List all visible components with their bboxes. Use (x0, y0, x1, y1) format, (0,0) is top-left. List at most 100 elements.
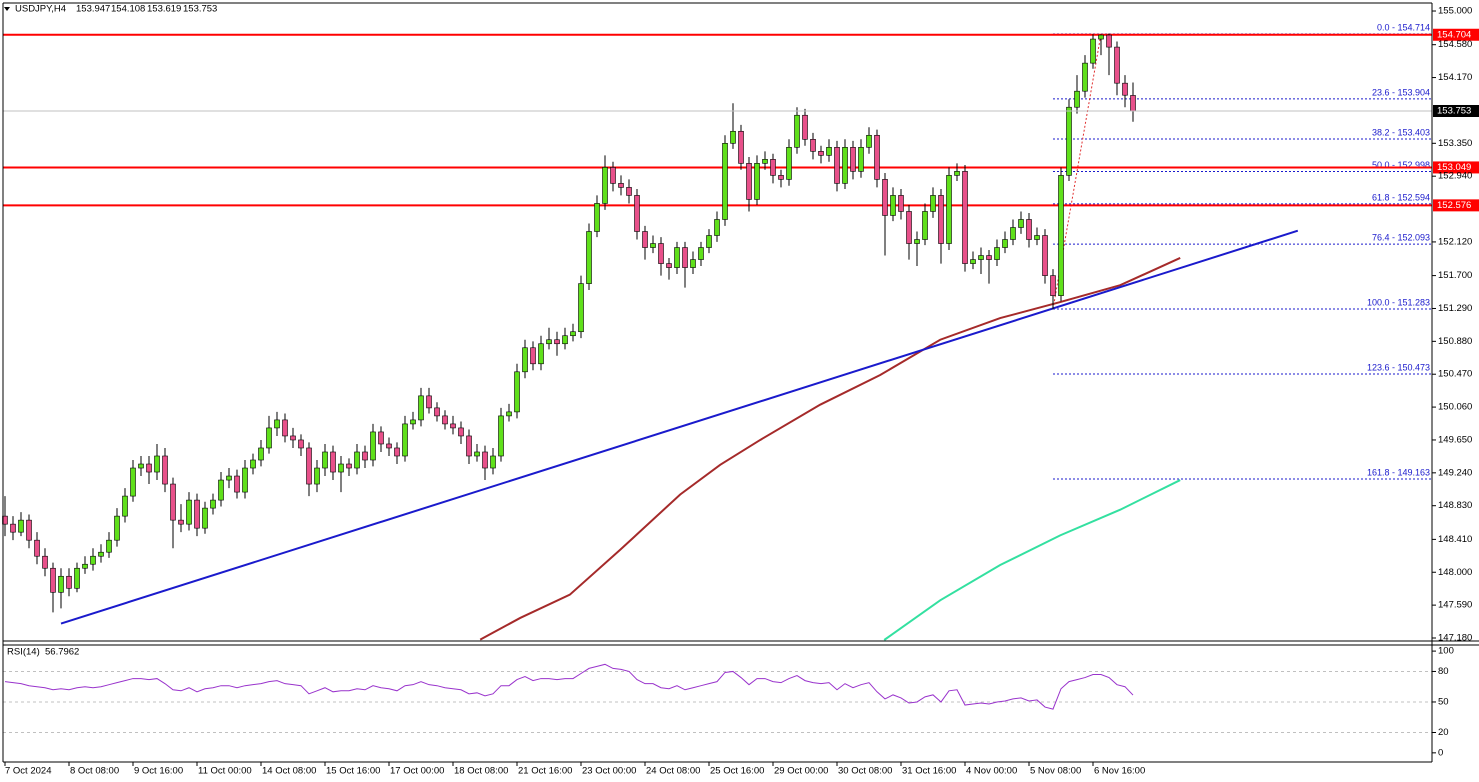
x-tick-label: 17 Oct 00:00 (390, 766, 444, 777)
candle-body (1114, 46, 1120, 84)
candle-body (290, 435, 296, 441)
x-tick-label: 4 Nov 00:00 (966, 766, 1017, 777)
y-tick-label: 147.590 (1438, 600, 1472, 611)
candle-body (114, 515, 120, 541)
candle-body (122, 495, 128, 517)
candle-body (362, 451, 368, 461)
candle-body (50, 567, 56, 593)
candle-body (970, 259, 976, 264)
price-tag (1433, 104, 1479, 117)
candle-body (658, 243, 664, 264)
candle-body (866, 134, 872, 148)
candle-body (282, 419, 288, 437)
fib-label: 0.0 - 154.714 (1377, 22, 1430, 32)
candle-body (466, 435, 472, 457)
candle-body (218, 479, 224, 501)
y-tick-label: 155.000 (1438, 6, 1472, 17)
price-label: 153.753 (1437, 106, 1471, 117)
candle-body (674, 247, 680, 268)
candle-body (178, 519, 184, 525)
candle-body (874, 134, 880, 180)
fib-label: 50.0 - 152.998 (1372, 160, 1430, 170)
candle-body (1122, 82, 1128, 96)
candle-body (1074, 90, 1080, 108)
candle-body (26, 519, 32, 541)
x-tick-label: 23 Oct 00:00 (582, 766, 636, 777)
candle-body (698, 247, 704, 260)
candle-body (706, 235, 712, 248)
y-tick-label: 153.350 (1438, 138, 1472, 149)
fib-label: 23.6 - 153.904 (1372, 87, 1430, 97)
x-tick-label: 5 Nov 08:00 (1030, 766, 1081, 777)
fib-label: 161.8 - 149.163 (1367, 467, 1430, 477)
rsi-line (4, 663, 1134, 710)
candle-body (1018, 219, 1024, 228)
candle-body (842, 147, 848, 184)
candle-body (986, 255, 992, 260)
level-tag (1433, 199, 1479, 212)
candle-body (786, 147, 792, 180)
level-label: 153.049 (1437, 162, 1471, 173)
candle-body (858, 147, 864, 172)
y-tick-label: 149.650 (1438, 434, 1472, 445)
level-label: 152.576 (1437, 200, 1471, 211)
x-tick-label: 6 Nov 16:00 (1094, 766, 1145, 777)
candle-body (530, 347, 536, 365)
candle-body (1130, 95, 1136, 112)
candle-body (682, 247, 688, 268)
x-tick-label: 9 Oct 16:00 (134, 766, 183, 777)
candle-body (618, 183, 624, 188)
candle-body (594, 203, 600, 232)
rsi-tick-label: 80 (1438, 666, 1449, 677)
candle-body (650, 243, 656, 248)
rsi-tick-label: 50 (1438, 696, 1449, 707)
candle-body (154, 455, 160, 473)
candle-body (930, 195, 936, 212)
candle-body (250, 459, 256, 469)
x-tick-label: 29 Oct 00:00 (774, 766, 828, 777)
y-tick-label: 151.700 (1438, 270, 1472, 281)
moving-average (479, 257, 1181, 641)
candle-body (474, 451, 480, 457)
rsi-tick-label: 20 (1438, 727, 1449, 738)
candle-body (730, 130, 736, 144)
candle-body (978, 255, 984, 260)
candle-body (314, 467, 320, 485)
candle-body (146, 463, 152, 473)
candle-body (746, 163, 752, 200)
candle-body (626, 187, 632, 196)
candle-body (714, 219, 720, 236)
candle-body (850, 147, 856, 172)
y-tick-label: 152.940 (1438, 171, 1472, 182)
rsi-value: 56.7962 (45, 647, 79, 658)
candle-body (402, 423, 408, 457)
y-tick-label: 149.240 (1438, 467, 1472, 478)
candle-body (642, 231, 648, 248)
candle-body (410, 419, 416, 425)
header-open: 153.947 (76, 4, 110, 15)
candle-body (442, 415, 448, 425)
candle-body (802, 114, 808, 140)
level-label: 154.704 (1437, 29, 1471, 40)
candle-body (242, 467, 248, 493)
candle-body (34, 539, 40, 557)
x-tick-label: 25 Oct 16:00 (710, 766, 764, 777)
candle-body (922, 211, 928, 240)
candle-body (386, 443, 392, 449)
rsi-tick-label: 100 (1438, 646, 1454, 657)
y-tick-label: 154.580 (1438, 39, 1472, 50)
candle-body (354, 451, 360, 469)
candle-body (202, 507, 208, 529)
candle-body (914, 239, 920, 244)
symbol: USDJPY,H4 (15, 4, 66, 15)
candle-body (1050, 275, 1056, 296)
candle-body (826, 147, 832, 156)
candle-body (818, 151, 824, 156)
candle-body (546, 339, 552, 345)
candle-body (346, 463, 352, 469)
rsi-title: RSI(14) (7, 647, 40, 658)
y-tick-label: 152.120 (1438, 236, 1472, 247)
